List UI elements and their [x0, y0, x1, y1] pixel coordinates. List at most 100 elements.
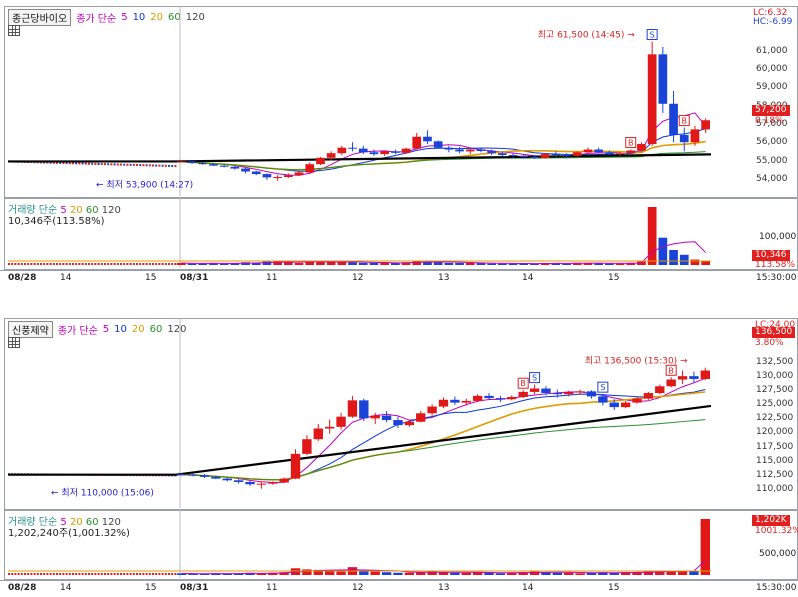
- candle-pre: [161, 164, 164, 167]
- volume-bar: [444, 262, 454, 265]
- volume-bar-pre: [33, 263, 36, 265]
- volume-bar: [609, 572, 619, 575]
- candle-pre: [52, 161, 55, 164]
- volume-bar-pre: [158, 263, 161, 265]
- volume-bar-pre: [56, 263, 58, 265]
- volume-bar: [438, 572, 449, 575]
- current-pct: 3.80%: [755, 338, 784, 348]
- candle-pre: [94, 162, 97, 165]
- volume-bar: [647, 207, 657, 265]
- volume-bar-pre: [110, 263, 113, 265]
- volume-bar: [689, 570, 699, 575]
- candle: [230, 166, 240, 169]
- candle: [637, 144, 646, 151]
- volume-bar-pre: [43, 263, 46, 265]
- date-label: 15:30:00: [756, 273, 797, 283]
- candle: [369, 152, 379, 155]
- volume-bar: [337, 261, 347, 265]
- candle: [326, 153, 336, 158]
- volume-bar: [209, 262, 218, 265]
- candle: [427, 406, 437, 414]
- volume-bar: [198, 263, 208, 265]
- candle-pre: [75, 162, 78, 165]
- candle: [222, 478, 232, 481]
- volume-bar: [177, 262, 186, 265]
- date-axis: 08/28 14 15 08/31 11 12 13 14 15 15:30:00: [0, 580, 798, 595]
- volume-bar-pre: [145, 573, 148, 575]
- candle: [701, 120, 710, 130]
- volume-bar: [348, 262, 357, 265]
- volume-bar-pre: [46, 573, 49, 575]
- volume-bar-pre: [100, 263, 103, 265]
- candle: [575, 391, 585, 393]
- candle-pre: [171, 164, 174, 167]
- volume-bar-pre: [8, 573, 10, 575]
- candle: [273, 177, 282, 179]
- candle: [465, 149, 475, 152]
- candle: [594, 149, 603, 153]
- volume-bar-pre: [84, 573, 87, 575]
- volume-bar: [484, 572, 494, 575]
- volume-bar-pre: [152, 573, 154, 575]
- candle: [177, 161, 186, 163]
- volume-bar: [326, 262, 336, 265]
- volume-ma-label: 거래량 단순: [8, 517, 58, 528]
- volume-bar-pre: [168, 573, 170, 575]
- svg-text:B: B: [628, 139, 634, 148]
- volume-bar: [700, 519, 710, 575]
- candle-pre: [78, 162, 81, 165]
- price-pane[interactable]: [4, 318, 798, 510]
- candle: [655, 386, 665, 394]
- candle: [620, 402, 631, 408]
- candle: [461, 400, 471, 403]
- vol-ma60: 60: [85, 517, 99, 528]
- candle: [359, 400, 369, 419]
- candle: [666, 379, 676, 387]
- volume-bar-pre: [126, 263, 129, 265]
- volume-bar: [294, 262, 304, 265]
- candle: [290, 453, 301, 479]
- candle: [632, 398, 642, 403]
- ma60-label: 60: [149, 324, 163, 335]
- volume-bar-pre: [62, 573, 65, 575]
- price-tick: 130,000: [756, 371, 794, 382]
- volume-tag: 1,202K: [752, 515, 790, 526]
- candle: [472, 395, 483, 401]
- volume-header: 거래량 단순 5 20 60 120: [8, 513, 121, 528]
- volume-bar: [620, 572, 631, 575]
- candle: [669, 103, 678, 135]
- candle-pre: [113, 163, 116, 166]
- volume-bar-pre: [91, 573, 94, 575]
- candle-pre: [59, 161, 62, 164]
- volume-bar-pre: [81, 573, 84, 575]
- candle: [401, 148, 411, 153]
- volume-pane[interactable]: [4, 510, 798, 580]
- volume-bar: [615, 263, 625, 265]
- volume-bar: [572, 262, 582, 265]
- grid-icon[interactable]: [8, 337, 20, 348]
- volume-bar: [701, 260, 710, 265]
- candle: [530, 156, 539, 158]
- candle-pre: [88, 162, 90, 165]
- volume-bar: [487, 263, 496, 265]
- volume-bar: [427, 571, 437, 575]
- volume-ma5-line: [181, 241, 707, 265]
- grid-icon[interactable]: [8, 25, 20, 36]
- volume-bar: [461, 572, 471, 575]
- date-label: 14: [60, 273, 72, 283]
- volume-bar-pre: [81, 263, 84, 265]
- candle-pre: [110, 163, 113, 166]
- volume-bar-pre: [24, 573, 26, 575]
- volume-bar: [279, 572, 289, 575]
- stock-name-box[interactable]: 종근당바이오: [8, 9, 72, 26]
- ma5-line: [181, 377, 706, 484]
- volume-bar: [658, 237, 668, 265]
- volume-bar-pre: [132, 263, 135, 265]
- stock-name-box[interactable]: 신풍제약: [8, 321, 53, 338]
- volume-bar: [679, 254, 689, 265]
- date-label: 14: [522, 583, 534, 593]
- ma60-line: [181, 419, 706, 481]
- volume-plot: [8, 198, 711, 268]
- volume-bar-pre: [142, 263, 145, 265]
- svg-text:S: S: [600, 383, 605, 392]
